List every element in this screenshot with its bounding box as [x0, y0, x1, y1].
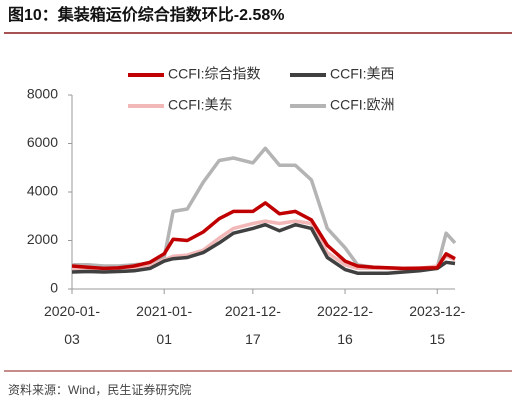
series-line [71, 201, 456, 271]
series-line [72, 146, 457, 271]
y-tick-label: 6000 [27, 134, 58, 150]
x-tick-label: 2023-12-15 [409, 303, 465, 347]
legend-label: CCFI:美东 [168, 97, 233, 113]
x-tick-label: 2022-12-16 [317, 303, 373, 347]
x-tick-label: 2021-12-17 [225, 303, 281, 347]
y-tick-label: 0 [50, 280, 58, 296]
series-line [71, 222, 456, 275]
x-tick-label: 2021-01-01 [136, 303, 192, 347]
series-line [72, 219, 456, 272]
x-tick-label: 2020-01-03 [44, 303, 100, 347]
y-tick-label: 8000 [27, 86, 58, 102]
legend-label: CCFI:综合指数 [168, 66, 261, 82]
y-tick-label: 2000 [27, 231, 58, 247]
y-tick-label: 4000 [27, 183, 58, 199]
chart-title: 图10：集装箱运价综合指数环比-2.58% [8, 5, 285, 24]
legend-label: CCFI:欧洲 [330, 97, 395, 113]
source-note: 资料来源：Wind，民生证券研究院 [8, 382, 191, 397]
legend-label: CCFI:美西 [330, 66, 395, 82]
